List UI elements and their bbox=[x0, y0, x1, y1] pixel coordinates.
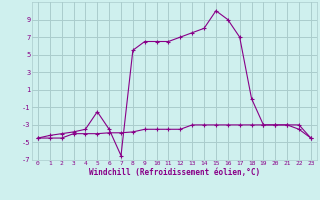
X-axis label: Windchill (Refroidissement éolien,°C): Windchill (Refroidissement éolien,°C) bbox=[89, 168, 260, 177]
